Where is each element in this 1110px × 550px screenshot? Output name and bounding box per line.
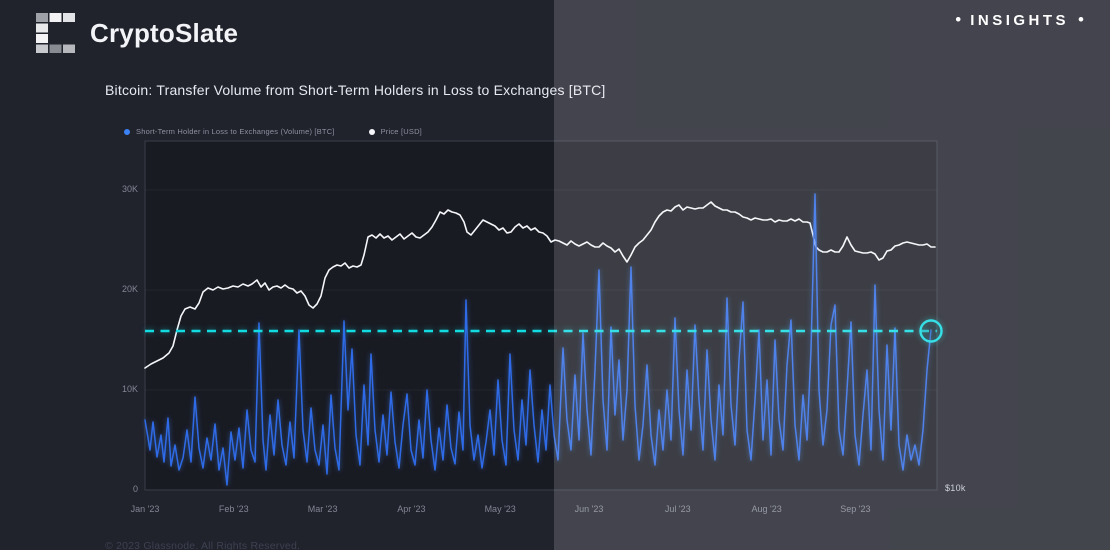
brand-name: CryptoSlate	[90, 17, 239, 48]
x-tick-jul: Jul '23	[664, 504, 691, 514]
brand[interactable]: CryptoSlate	[36, 13, 238, 53]
y-tick-0: 0	[132, 484, 138, 494]
legend: Short-Term Holder in Loss to Exchanges (…	[124, 127, 422, 136]
legend-item-price[interactable]: Price [USD]	[368, 127, 422, 136]
x-tick-aug: Aug '23	[751, 504, 782, 514]
x-tick-mar: Mar '23	[307, 504, 338, 514]
x-tick-feb: Feb '23	[218, 504, 249, 514]
x-tick-sep: Sep '23	[840, 504, 871, 514]
legend-item-volume[interactable]: Short-Term Holder in Loss to Exchanges (…	[124, 127, 335, 136]
insights-label: INSIGHTS	[970, 12, 1070, 29]
cryptoslate-logo-icon	[36, 13, 75, 53]
insights-badge[interactable]: • INSIGHTS •	[955, 10, 1084, 29]
x-tick-apr: Apr '23	[397, 504, 426, 514]
chart-title: Bitcoin: Transfer Volume from Short-Term…	[105, 82, 606, 98]
highlight-circle-marker	[919, 319, 943, 343]
header: CryptoSlate • INSIGHTS •	[0, 0, 1110, 66]
x-tick-jan: Jan '23	[130, 504, 160, 514]
bullet-right-icon: •	[1078, 10, 1084, 29]
x-tick-jun: Jun '23	[574, 504, 604, 514]
volume-series-line	[144, 193, 932, 486]
copyright-text: © 2023 Glassnode. All Rights Reserved.	[105, 540, 301, 550]
right-axis-price-label: $10k	[945, 483, 966, 493]
x-tick-may: May '23	[484, 504, 516, 514]
volume-legend-label: Short-Term Holder in Loss to Exchanges (…	[136, 127, 335, 136]
price-legend-label: Price [USD]	[380, 127, 422, 136]
price-legend-dot-icon	[368, 128, 375, 135]
volume-legend-dot-icon	[124, 128, 130, 135]
price-series-line	[144, 201, 936, 369]
y-tick-10k: 10K	[121, 384, 138, 394]
bullet-left-icon: •	[955, 10, 962, 29]
y-tick-30k: 30K	[121, 184, 138, 194]
y-tick-20k: 20K	[121, 284, 138, 294]
